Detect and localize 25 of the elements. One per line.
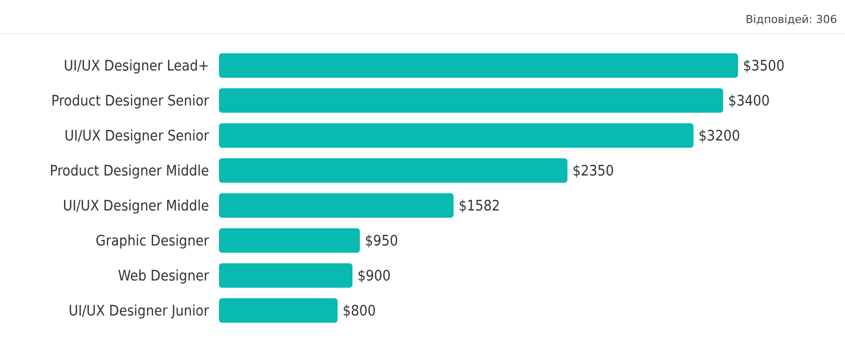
bar [219,53,738,78]
data-label: $900 [357,268,391,285]
bar [219,228,360,253]
data-label: $3500 [743,58,784,75]
bar [219,88,724,113]
text: Відповідей: 306 [746,13,837,26]
y-tick-label: Graphic Designer [96,234,210,250]
bar [219,123,694,148]
bar [219,263,352,288]
bar [219,158,568,183]
bar [219,298,338,323]
data-label: $1582 [458,198,500,215]
y-tick-label: Product Designer Senior [51,94,210,110]
y-tick-label: UI/UX Designer Junior [68,304,210,320]
data-label: $950 [364,234,398,250]
data-label: $3400 [728,94,770,110]
data-label: $800 [342,304,376,320]
y-tick-label: UI/UX Designer Senior [64,128,210,145]
y-tick-label: UI/UX Designer Lead+ [64,58,209,75]
y-tick-label: Product Designer Middle [50,164,209,180]
y-tick-label: Web Designer [118,268,210,285]
bar [219,193,454,218]
data-label: $2350 [572,164,614,180]
data-label: $3200 [698,128,740,145]
y-tick-label: UI/UX Designer Middle [62,198,209,215]
